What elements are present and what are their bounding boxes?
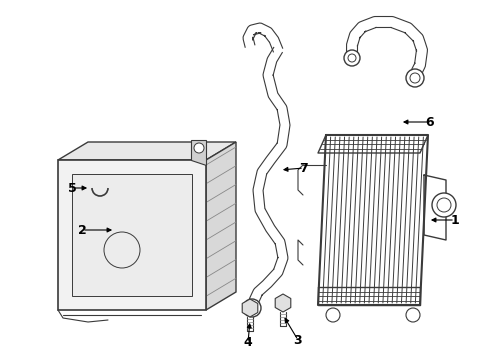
- Polygon shape: [346, 17, 427, 77]
- Circle shape: [405, 308, 419, 322]
- Polygon shape: [205, 142, 236, 310]
- Polygon shape: [58, 142, 236, 160]
- Text: 6: 6: [425, 116, 433, 129]
- Circle shape: [104, 232, 140, 268]
- Text: 4: 4: [243, 337, 252, 350]
- Polygon shape: [247, 48, 289, 307]
- Circle shape: [246, 303, 257, 313]
- Circle shape: [194, 143, 203, 153]
- Circle shape: [405, 69, 423, 87]
- Circle shape: [431, 193, 455, 217]
- Polygon shape: [191, 140, 205, 165]
- Polygon shape: [58, 160, 205, 310]
- Polygon shape: [243, 23, 282, 52]
- Circle shape: [436, 198, 450, 212]
- Circle shape: [347, 54, 355, 62]
- Circle shape: [243, 299, 261, 317]
- Circle shape: [325, 308, 339, 322]
- Text: 7: 7: [299, 162, 308, 175]
- Text: 2: 2: [78, 224, 86, 237]
- Circle shape: [343, 50, 359, 66]
- Text: 3: 3: [293, 333, 302, 346]
- Text: 1: 1: [450, 213, 458, 226]
- Polygon shape: [72, 174, 192, 296]
- Circle shape: [409, 73, 419, 83]
- Text: 5: 5: [67, 181, 76, 194]
